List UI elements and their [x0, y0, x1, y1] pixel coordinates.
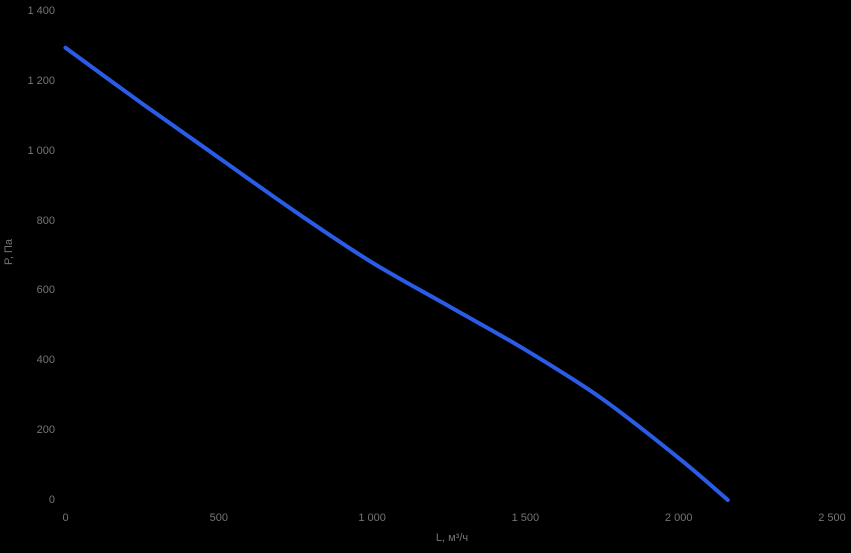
y-tick-label: 200 — [36, 424, 55, 437]
x-tick-label: 500 — [209, 512, 228, 524]
y-tick-label: 800 — [36, 214, 55, 227]
y-tick-label: 600 — [36, 284, 55, 297]
x-axis-title: L, м³/ч — [435, 532, 469, 544]
x-tick-label: 2 000 — [664, 512, 693, 524]
pressure-curve-line — [63, 45, 730, 502]
x-tick-label: 0 — [62, 512, 69, 524]
y-tick-label: 1 400 — [27, 5, 55, 17]
y-tick-label: 1 200 — [27, 74, 55, 87]
x-tick-label: 2 500 — [818, 512, 846, 524]
y-tick-label: 1 000 — [27, 144, 55, 157]
y-tick-label: 0 — [48, 494, 55, 506]
y-axis-title: P, Па — [3, 238, 15, 266]
y-tick-label: 400 — [36, 354, 55, 367]
x-tick-label: 1 000 — [358, 512, 386, 524]
x-tick-label: 1 500 — [511, 512, 540, 524]
